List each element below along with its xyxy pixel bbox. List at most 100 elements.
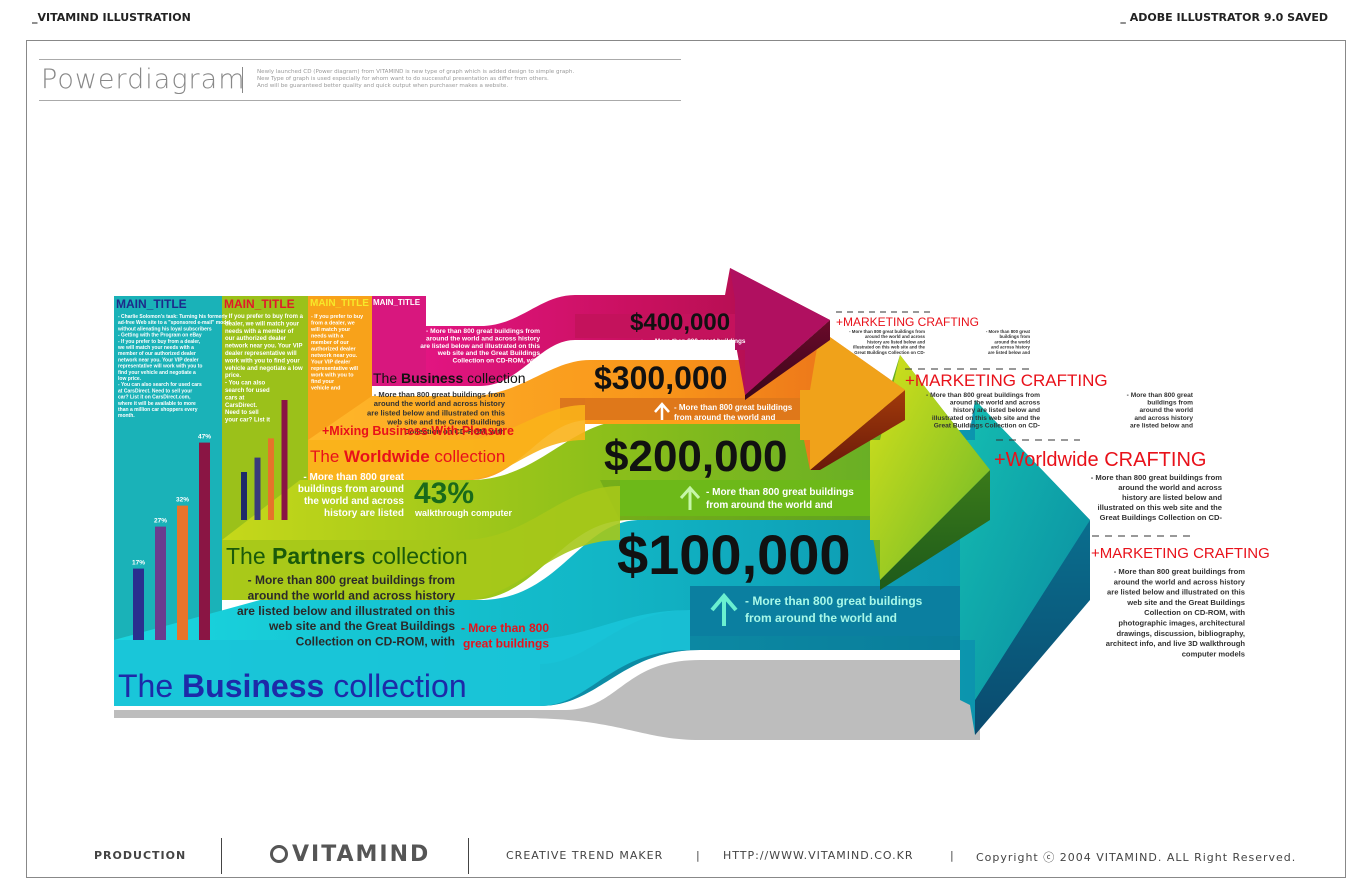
amount-400: $400,000 (630, 309, 730, 336)
panel3text-line: - If you prefer to buy (311, 314, 363, 320)
footer-divider (221, 838, 222, 874)
desc-line: Newly launched CD (Power diagram) from V… (257, 69, 575, 75)
collection-worldwide: The Worldwide collection (310, 447, 505, 466)
panel1text-line: - You can also search for used cars (118, 382, 202, 388)
pinkdesc-line: around the world and across history (426, 335, 540, 342)
rn1b-line: - More than 800 great (986, 329, 1031, 334)
bar (133, 568, 144, 640)
partnersdesc-line: are listed below and illustrated on this (237, 604, 455, 618)
panel1text-line: member of our authorized dealer (118, 351, 196, 357)
rn1b-line: and across history (991, 345, 1031, 350)
note-400: - More than 800 great buildings from aro… (636, 338, 746, 353)
panel3text-line: member of our (311, 340, 350, 346)
rn1a-line: - More than 800 great buildings from (849, 329, 925, 334)
right-note-2: +MARKETING CRAFTING - More than 800 grea… (905, 368, 1194, 429)
desc-line: And will be guaranteed better quality an… (257, 83, 509, 89)
panel2text-line: CarsDirect. (225, 403, 257, 409)
collection-partners: The Partners collection (226, 543, 468, 569)
pinkdesc-line: are listed below and illustrated on this (420, 343, 540, 350)
panel3text-line: network near you. (311, 353, 358, 359)
panel1text-line: - Charlie Solomon's task: Turning his fo… (118, 314, 228, 320)
partnersdesc-line: Collection on CD-ROM, with (296, 635, 455, 649)
panel-title-1: MAIN_TITLE (116, 297, 187, 311)
footer-production: PRODUCTION (94, 849, 187, 862)
logo-text: VITAMIND (292, 842, 431, 867)
right-note-title: +MARKETING CRAFTING (1091, 545, 1270, 562)
arrow-face-pink (730, 268, 830, 395)
arrow-side-green (880, 470, 990, 590)
rn1a-line: history are listed below and (867, 339, 925, 344)
rn4-line: computer models (1182, 649, 1245, 658)
title-divider (242, 67, 243, 93)
rn2a-line: illustrated on this web site and the (932, 415, 1040, 422)
amount-100: $100,000 (617, 523, 851, 586)
rn3-line: history are listed below and (1122, 493, 1222, 502)
bar-chart: 17% 27% 32% 47% (132, 434, 211, 640)
panel3text-line: find your (311, 379, 335, 385)
panel3text-line: work with you to (310, 373, 354, 379)
panel1text-line: without alienating his loyal subscribers (117, 326, 212, 332)
rn3-line: Great Buildings Collection on CD- (1100, 513, 1223, 522)
header: Powerdiagram Newly launched CD (Power di… (39, 59, 681, 101)
top-right-label: _ ADOBE ILLUSTRATOR 9.0 SAVED (1120, 11, 1328, 24)
rn4-line: are listed below and illustrated on this (1107, 588, 1245, 597)
base-strip-orange (308, 405, 585, 480)
rn4-line: photographic images, architectural (1118, 619, 1245, 628)
footer-tagline: CREATIVE TREND MAKER (506, 849, 664, 862)
rn4-line: architect info, and live 3D walkthrough (1106, 639, 1246, 648)
panel2text-line: dealer representative will (225, 351, 297, 357)
partners-description: - More than 800 great buildings fromarou… (237, 573, 455, 649)
panel3text-line: Your VIP dealer (311, 360, 351, 366)
rn4-line: Collection on CD-ROM, with (1144, 608, 1245, 617)
panel1text-line: ad-free Web site to a "sponsored e-mail"… (118, 320, 231, 326)
rn2a-line: around the world and across (950, 400, 1040, 407)
arrow-front-300 (585, 398, 800, 424)
rn4-line: drawings, discussion, bibliography, (1116, 629, 1245, 638)
header-description: Newly launched CD (Power diagram) from V… (257, 69, 677, 90)
rn1a-line: around the world and across (865, 334, 926, 339)
right-note-3: +Worldwide CRAFTING - More than 800 grea… (994, 439, 1223, 522)
page-title: Powerdiagram (41, 64, 246, 95)
partnersdesc-line: around the world and across history (248, 588, 456, 602)
rn2b-line: are listed below and (1130, 422, 1193, 429)
percent-label: walkthrough computer (414, 508, 513, 518)
bar (155, 526, 166, 640)
right-note-title: +MARKETING CRAFTING (905, 371, 1108, 390)
panel1text-line: where it will be available to more (117, 401, 196, 407)
footer-url-link[interactable]: HTTP://WWW.VITAMIND.CO.KR (723, 849, 914, 862)
up-arrow-icon (654, 402, 670, 420)
rednote-line: great buildings (463, 636, 549, 650)
rn3-line: - More than 800 great buildings from (1091, 473, 1222, 482)
base-strip-green (222, 486, 620, 600)
panel3text-line: authorized dealer (311, 347, 357, 353)
panel1text-line: representative will work with you to (118, 364, 202, 370)
worldwidedesc-line: the world and across (304, 496, 404, 507)
panel1text-line: - If you prefer to buy from a dealer, (118, 339, 201, 345)
panel1text-line: we will match your needs with a (117, 345, 194, 351)
bar-value-label: 17% (132, 560, 145, 567)
pinkdesc-line: - More than 800 great buildings from (426, 328, 540, 335)
collection-business-small: The Business collection (373, 370, 526, 386)
panel2text-line: - You can also (225, 381, 265, 387)
arrow-body-green (222, 355, 990, 600)
panel2text-line: - If you prefer to buy from a (225, 314, 304, 320)
panel1text-line: car? List it on CarsDirect.com, (118, 395, 191, 401)
bar-value-label: 27% (154, 518, 167, 525)
arrow-front-400 (575, 314, 735, 338)
mixing-label: +Mixing Business With Pleasure (322, 424, 514, 438)
rn2b-line: around the world (1140, 407, 1193, 414)
worldwidedesc-line: - More than 800 great (303, 472, 404, 483)
top-bar: _VITAMIND ILLUSTRATION _ ADOBE ILLUSTRAT… (0, 0, 1356, 30)
up-arrow-icon (710, 592, 738, 626)
panel3text-line: from a dealer, we (311, 321, 355, 327)
businessdesc-line: around the world and across history (374, 399, 506, 408)
business-description: - More than 800 great buildings fromarou… (367, 390, 506, 436)
footer-copyright: Copyright ⓒ 2004 VITAMIND. ALL Right Res… (976, 851, 1297, 864)
partnersdesc-line: web site and the Great Buildings (268, 619, 455, 633)
pink-description: - More than 800 great buildings fromarou… (420, 328, 540, 365)
rn1b-line: are listed below and (988, 350, 1030, 355)
rn2b-line: - More than 800 great (1127, 392, 1194, 399)
note-300-line: - More than 800 great buildings (674, 403, 793, 412)
arrow-face-cyan (960, 400, 1090, 700)
